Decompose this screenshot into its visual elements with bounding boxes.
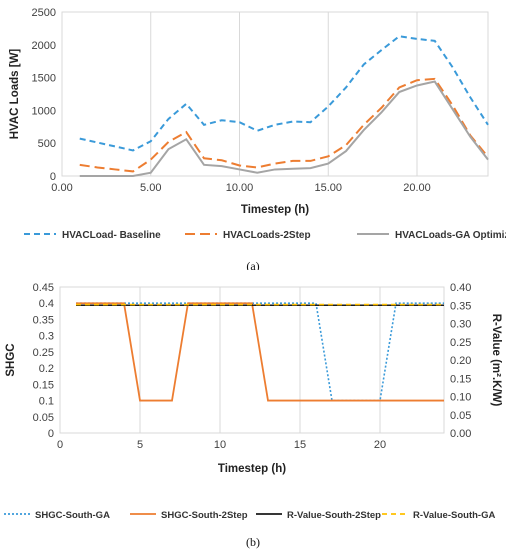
legend-label: SHGC-South-2Step <box>161 510 248 521</box>
y-tick-label-left: 0.3 <box>39 331 54 343</box>
y-tick-label-left: 0.2 <box>39 363 54 375</box>
y-tick-label: 0 <box>50 171 56 183</box>
x-tick-label: 15.00 <box>314 182 342 194</box>
legend-label: HVACLoads-2Step <box>223 230 311 241</box>
legend-item-hvacloads-2step: HVACLoads-2Step <box>185 230 311 241</box>
legend-label: R-Value-South-2Step <box>287 510 381 521</box>
legend-item-r-value-south-2step: R-Value-South-2Step <box>256 510 381 521</box>
y-tick-label-right: 0.40 <box>450 282 471 294</box>
x-axis-title: Timestep (h) <box>218 463 286 475</box>
y-tick-label-left: 0.35 <box>33 314 54 326</box>
y-tick-label: 2500 <box>32 7 56 19</box>
y-tick-label: 1500 <box>32 73 56 85</box>
legend-item-shgc-south-ga: SHGC-South-GA <box>4 510 110 521</box>
legend-label: R-Value-South-GA <box>413 510 495 521</box>
x-tick-label: 20 <box>374 439 386 451</box>
y-tick-label-right: 0.00 <box>450 428 471 440</box>
legend-item-shgc-south-2step: SHGC-South-2Step <box>130 510 248 521</box>
y-tick-label-right: 0.35 <box>450 300 471 312</box>
series-line-hvacloads-ga-optimized <box>79 80 489 177</box>
hvac-loads-chart: 0 500 1000 1500 2000 2500 0.00 5.00 10.00 15.00 2… <box>9 7 506 270</box>
x-tick-label: 10 <box>214 439 226 451</box>
legend-label: SHGC-South-GA <box>35 510 110 521</box>
y-tick-label-right: 0.15 <box>450 373 471 385</box>
series-line-hvacloads-2step <box>79 77 489 173</box>
y-axis-title-right: R-Value (m².K/W) <box>490 314 502 407</box>
x-tick-label: 20.00 <box>403 182 431 194</box>
x-tick-label: 5.00 <box>140 182 161 194</box>
y-tick-label-left: 0 <box>48 428 54 440</box>
x-tick-label: 0.00 <box>51 182 72 194</box>
series-line-hvacload-baseline <box>79 35 489 152</box>
y-tick-label-right: 0.20 <box>450 355 471 367</box>
shgc-rvalue-chart: 0 0.05 0.1 0.15 0.2 0.25 0.3 0.35 0.4 0.45 0.00 0.… <box>4 282 502 549</box>
legend-item-r-value-south-ga: R-Value-South-GA <box>382 510 495 521</box>
y-tick-label-right: 0.25 <box>450 337 471 349</box>
y-tick-label-right: 0.10 <box>450 392 471 404</box>
x-tick-label: 15 <box>294 439 306 451</box>
y-tick-label-left: 0.15 <box>33 379 54 391</box>
y-tick-label: 2000 <box>32 40 56 52</box>
y-tick-label-left: 0.05 <box>33 412 54 424</box>
legend-item-hvacload-baseline: HVACLoad- Baseline <box>24 230 161 241</box>
y-tick-label-right: 0.30 <box>450 319 471 331</box>
x-axis-title: Timestep (h) <box>241 204 309 216</box>
legend-label: HVACLoads-GA Optimized <box>395 230 506 241</box>
legend-item-hvacloads-ga-optimized: HVACLoads-GA Optimized <box>357 230 506 241</box>
y-tick-label: 500 <box>38 138 56 150</box>
x-tick-label: 0 <box>57 439 63 451</box>
y-tick-label: 1000 <box>32 105 56 117</box>
x-tick-label: 5 <box>137 439 143 451</box>
y-tick-label-left: 0.4 <box>39 298 54 310</box>
legend-label: HVACLoad- Baseline <box>62 230 161 241</box>
y-axis-title-left: SHGC <box>5 343 17 376</box>
y-tick-label-left: 0.1 <box>39 396 54 408</box>
x-tick-label: 10.00 <box>226 182 254 194</box>
y-axis-title: HVAC Loads [W] <box>9 49 21 140</box>
panel-label-a: (a) <box>246 259 259 270</box>
series-line-shgc-south-2step <box>76 302 444 402</box>
series-line-shgc-south-ga <box>76 302 444 402</box>
y-tick-label-left: 0.45 <box>33 282 54 294</box>
panel-label-b: (b) <box>246 535 260 549</box>
y-tick-label-right: 0.05 <box>450 410 471 422</box>
y-tick-label-left: 0.25 <box>33 347 54 359</box>
